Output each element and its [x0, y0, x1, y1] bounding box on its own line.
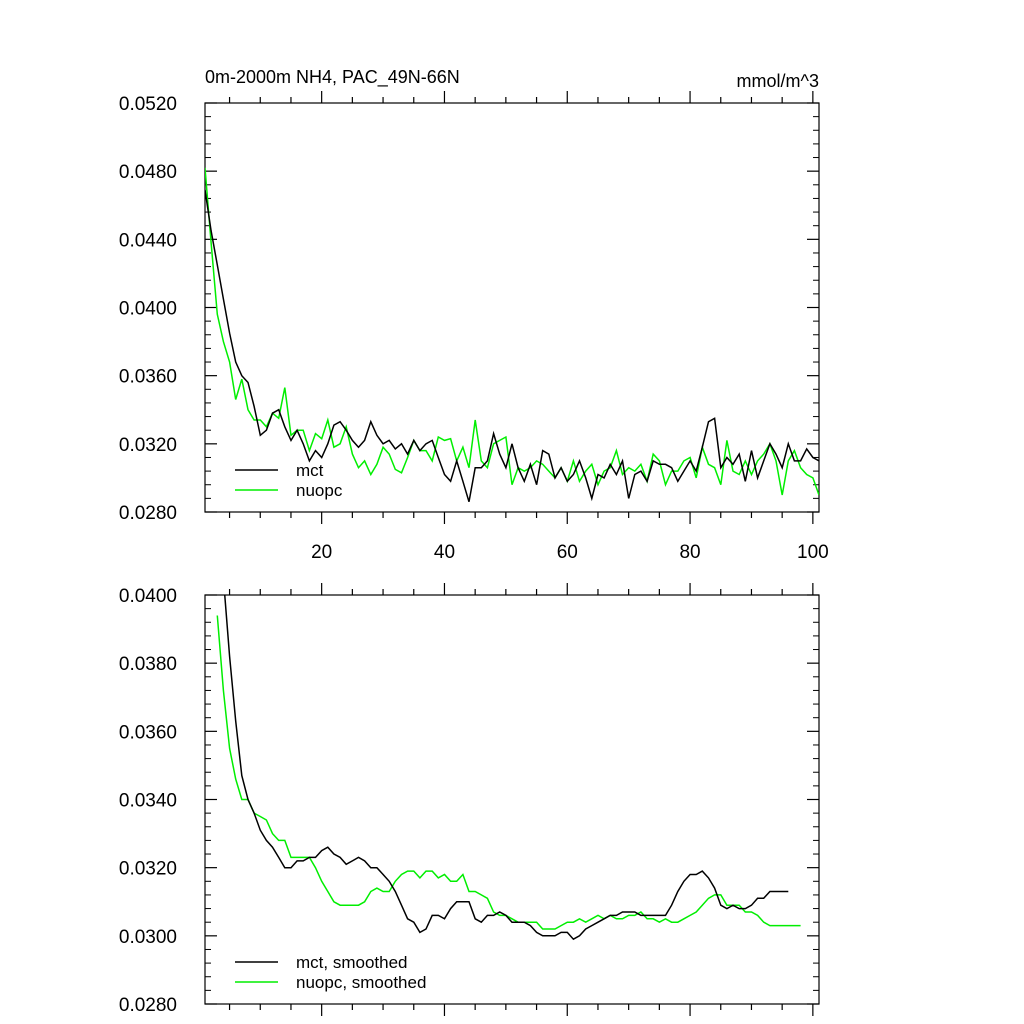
x-tick-label: 40 — [434, 542, 455, 563]
chart-title: 0m-2000m NH4, PAC_49N-66N — [205, 67, 460, 88]
series-line-nuopc — [205, 167, 819, 496]
y-tick-label: 0.0340 — [119, 791, 177, 812]
top-plot-frame — [204, 102, 820, 513]
x-tick-label: 80 — [679, 542, 700, 563]
y-tick-label: 0.0320 — [119, 435, 177, 456]
y-tick-label: 0.0480 — [119, 162, 177, 183]
y-tick-label: 0.0400 — [119, 586, 177, 607]
x-tick-label: 20 — [311, 542, 332, 563]
legend-label-nuopc-smoothed: nuopc, smoothed — [296, 973, 426, 992]
legend-label-mct-smoothed: mct, smoothed — [296, 953, 408, 972]
top-legend: mct nuopc — [235, 461, 343, 500]
legend-label-nuopc: nuopc — [296, 481, 343, 500]
bottom-panel: 0.0280 0.0300 0.0320 0.0340 0.0360 0.0380 0.04… — [119, 583, 820, 1016]
legend-label-mct: mct — [296, 461, 324, 480]
y-tick-label: 0.0320 — [119, 859, 177, 880]
y-tick-label: 0.0440 — [119, 230, 177, 251]
series-line-mct — [205, 189, 819, 503]
y-tick-label: 0.0380 — [119, 654, 177, 675]
bottom-plot-frame — [204, 594, 820, 1005]
y-tick-label: 0.0300 — [119, 927, 177, 948]
bottom-legend: mct, smoothed nuopc, smoothed — [235, 953, 426, 992]
y-tick-label: 0.0280 — [119, 503, 177, 524]
units-label: mmol/m^3 — [737, 71, 819, 91]
y-tick-label: 0.0360 — [119, 367, 177, 388]
y-tick-label: 0.0280 — [119, 995, 177, 1016]
series-line-nuopc-smoothed — [216, 615, 801, 930]
top-panel: 0m-2000m NH4, PAC_49N-66N mmol/m^3 0.028… — [119, 67, 829, 563]
series-line-mct-smoothed — [223, 595, 789, 941]
y-tick-label: 0.0520 — [119, 94, 177, 115]
y-tick-label: 0.0400 — [119, 299, 177, 320]
x-tick-label: 60 — [557, 542, 578, 563]
x-tick-label: 100 — [797, 542, 829, 563]
y-tick-label: 0.0360 — [119, 722, 177, 743]
